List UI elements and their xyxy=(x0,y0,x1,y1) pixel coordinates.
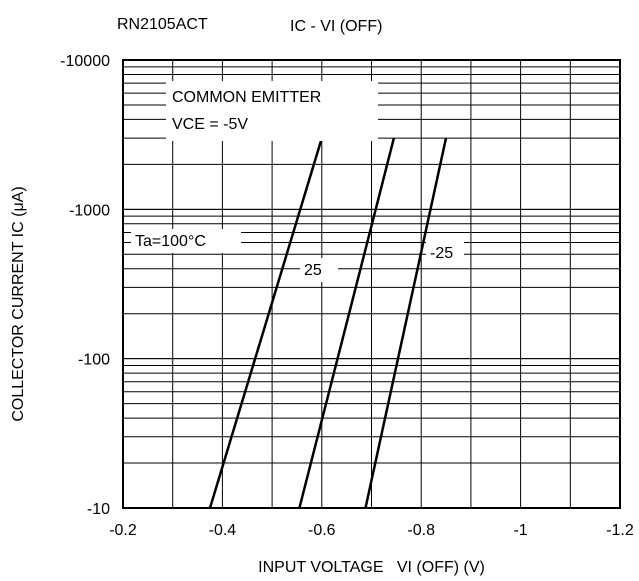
series-label: 25 xyxy=(304,262,322,279)
x-tick-label: -1 xyxy=(513,522,527,539)
x-tick-labels: -0.2 -0.4 -0.6 -0.8 -1 -1.2 xyxy=(109,522,634,539)
series-label: -25 xyxy=(430,245,453,262)
series-label-background xyxy=(131,229,241,253)
series-label-background xyxy=(300,258,338,282)
series-labels: Ta=100°C 25 -25 xyxy=(131,229,464,282)
x-tick-label: -0.4 xyxy=(209,522,237,539)
condition-vce: VCE = -5V xyxy=(172,116,248,133)
x-tick-label: -0.2 xyxy=(109,522,137,539)
data-curves xyxy=(208,137,448,509)
y-tick-label: -100 xyxy=(78,352,110,369)
y-tick-labels: -10 -100 -1000 -10000 xyxy=(60,53,110,518)
x-tick-label: -1.2 xyxy=(606,522,634,539)
plot-frame xyxy=(122,59,621,509)
condition-common-emitter: COMMON EMITTER xyxy=(172,89,321,106)
series-label: Ta=100°C xyxy=(135,233,206,250)
series-curve xyxy=(364,137,448,509)
x-tick-label: -0.6 xyxy=(308,522,336,539)
grid xyxy=(123,60,620,508)
y-axis-label: COLLECTOR CURRENT IC (μA) xyxy=(10,186,27,421)
y-tick-label: -10 xyxy=(87,501,110,518)
series-label-background xyxy=(426,241,464,265)
series-curve xyxy=(208,137,323,509)
x-axis-label: INPUT VOLTAGE VI (OFF) (V) xyxy=(258,559,485,576)
series-curve xyxy=(298,137,396,509)
part-number: RN2105ACT xyxy=(117,16,208,33)
y-tick-label: -10000 xyxy=(60,53,110,70)
condition-box xyxy=(166,81,378,141)
x-tick-label: -0.8 xyxy=(407,522,435,539)
chart-title: IC - VI (OFF) xyxy=(290,18,382,35)
y-tick-label: -1000 xyxy=(69,202,110,219)
